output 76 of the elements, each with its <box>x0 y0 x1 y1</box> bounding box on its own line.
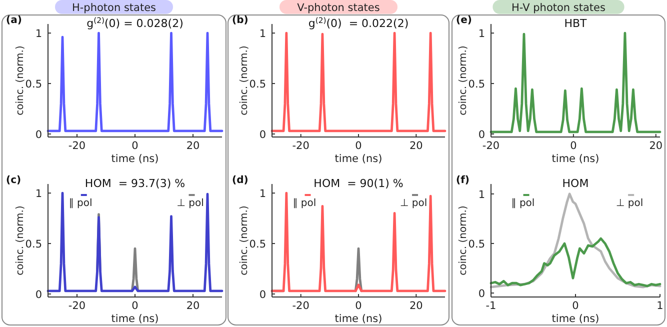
y-tick-label: 0.5 <box>468 78 485 91</box>
chart-title: HBT <box>564 17 588 30</box>
legend-label: ∥ pol <box>68 198 92 209</box>
chart-title: g$^{(2)}$(0) = 0.028(2) <box>86 16 184 30</box>
y-axis-title: coinc. (norm.) <box>239 46 250 116</box>
x-axis-title: time (ns) <box>334 153 382 165</box>
y-tick-label: 0 <box>478 288 485 300</box>
y-tick-label: 0 <box>478 128 485 141</box>
y-axis-title: coinc. (norm.) <box>458 206 469 276</box>
x-tick-label: 20 <box>649 140 663 152</box>
text: (d) <box>232 175 248 186</box>
chart-subtitle: V-photon states <box>297 2 380 14</box>
x-tick-label: 0 <box>570 140 577 152</box>
x-axis-title: time (ns) <box>111 313 159 325</box>
y-tick-label: 1 <box>35 188 42 200</box>
y-axis-title: coinc. (norm.) <box>15 206 26 276</box>
x-tick-label: 0 <box>355 300 362 312</box>
x-tick-label: 0 <box>132 300 138 312</box>
line-series <box>490 32 662 134</box>
x-tick-label: -20 <box>292 140 310 152</box>
x-axis-title: time (ns) <box>552 153 600 165</box>
y-tick-label: 1 <box>35 28 42 40</box>
y-tick-label: 0 <box>35 288 42 301</box>
x-tick-label: -20 <box>292 300 310 312</box>
y-tick-label: 0 <box>35 128 42 141</box>
line-series <box>490 192 662 288</box>
x-tick-label: 0 <box>132 140 138 152</box>
y-tick-label: 0.5 <box>249 78 266 91</box>
y-tick-label: 1 <box>478 28 485 40</box>
legend-label: ⊥ pol <box>400 198 428 209</box>
line-series <box>270 32 446 132</box>
chart-subtitle: H-photon states <box>72 2 156 14</box>
x-axis-title: time (ns) <box>552 313 600 325</box>
chart-title: HOM = 90(1) % <box>314 177 404 190</box>
x-tick-label: 20 <box>186 300 200 312</box>
y-tick-label: 1 <box>478 188 485 201</box>
y-tick-label: 1 <box>259 28 266 40</box>
x-tick-label: 1 <box>656 300 664 312</box>
y-tick-label: 0.5 <box>25 78 42 91</box>
chart-title: g$^{(2)}$(0) = 0.022(2) <box>308 16 409 30</box>
y-axis-title: coinc. (norm.) <box>458 46 469 116</box>
x-axis-title: time (ns) <box>111 153 159 165</box>
text: (b) <box>232 15 248 26</box>
x-tick-label: 20 <box>186 140 200 152</box>
x-tick-label: 20 <box>409 140 423 152</box>
y-tick-label: 0 <box>259 128 266 141</box>
y-tick-label: 0 <box>259 288 266 301</box>
y-tick-label: 0.5 <box>25 238 42 251</box>
legend-label: ∥ pol <box>511 198 535 209</box>
x-tick-label: -20 <box>68 300 86 312</box>
text: (e) <box>456 15 472 26</box>
legend-label: ∥ pol <box>292 198 316 209</box>
line-series <box>490 237 662 288</box>
chart-title: HOM <box>562 177 589 190</box>
text: (f) <box>456 175 470 186</box>
text: (c) <box>6 175 22 186</box>
y-tick-label: 0.5 <box>249 238 266 251</box>
line-series <box>46 192 224 292</box>
text: (a) <box>6 15 22 26</box>
y-tick-label: 1 <box>259 188 266 200</box>
x-tick-label: -20 <box>68 140 86 152</box>
line-series <box>46 32 224 132</box>
chart-title: HOM = 93.7(3) % <box>84 177 186 190</box>
line-series <box>270 192 446 292</box>
x-tick-label: -20 <box>482 140 500 152</box>
y-axis-title: coinc. (norm.) <box>239 206 250 276</box>
y-axis-title: coinc. (norm.) <box>15 46 26 116</box>
chart-subtitle: H-V photon states <box>512 2 606 14</box>
legend-label: ⊥ pol <box>616 198 644 209</box>
x-tick-label: 20 <box>409 300 423 312</box>
x-tick-label: 0 <box>355 140 362 152</box>
legend-label: ⊥ pol <box>176 198 204 209</box>
x-tick-label: -1 <box>486 300 496 312</box>
x-tick-label: 0 <box>572 300 579 312</box>
y-tick-label: 0.5 <box>468 238 485 250</box>
x-axis-title: time (ns) <box>334 313 382 325</box>
